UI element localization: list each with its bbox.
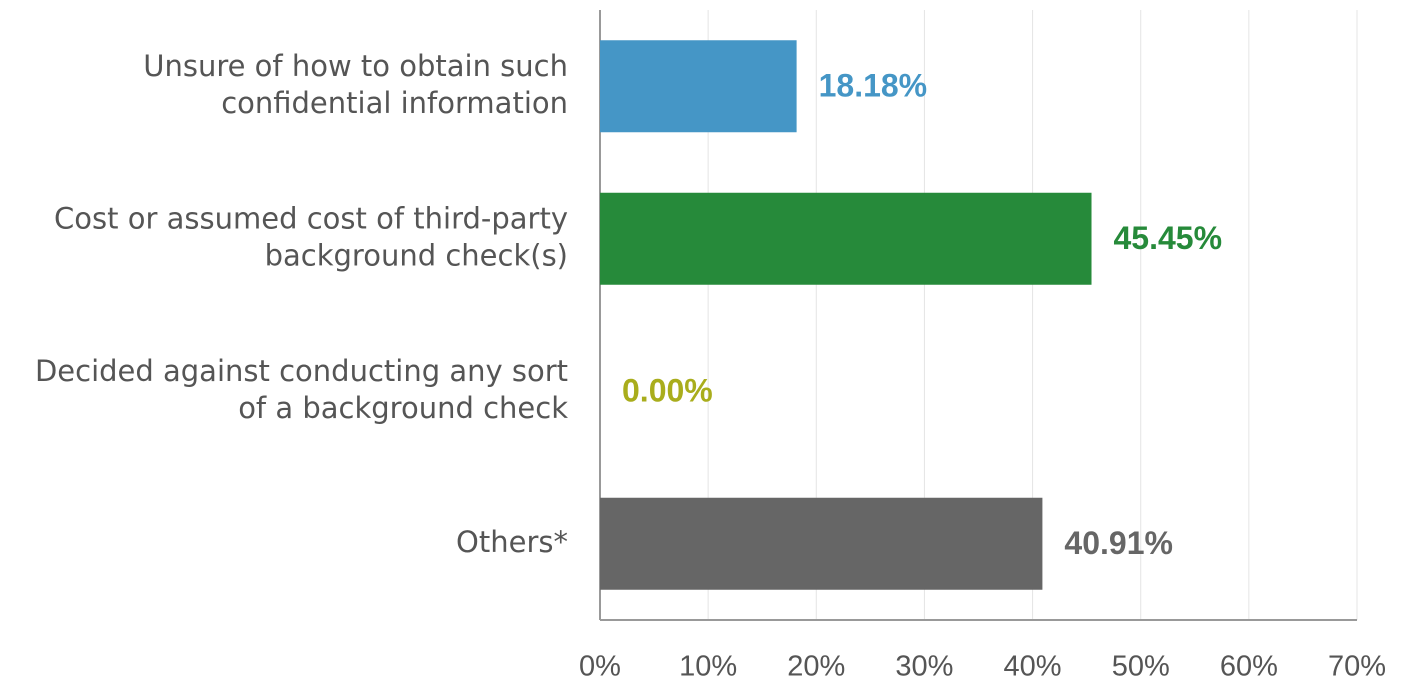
- value-label: 45.45%: [1114, 220, 1223, 256]
- y-tick-label: Others*: [456, 525, 568, 559]
- y-tick-label: Cost or assumed cost of third-party backg…: [54, 201, 568, 272]
- value-label: 40.91%: [1064, 525, 1173, 561]
- bar: [600, 40, 797, 133]
- y-tick-label: Unsure of how to obtain such confidential…: [143, 49, 568, 120]
- x-tick-label: 0%: [579, 651, 621, 683]
- y-tick-label: Decided against conducting any sort of a …: [35, 354, 568, 425]
- value-label: 0.00%: [622, 373, 713, 409]
- x-tick-label: 50%: [1112, 651, 1170, 683]
- x-tick-label: 70%: [1328, 651, 1386, 683]
- x-tick-label: 40%: [1004, 651, 1062, 683]
- value-label: 18.18%: [819, 68, 928, 104]
- bar: [600, 192, 1092, 285]
- x-tick-label: 10%: [679, 651, 737, 683]
- x-tick-label: 60%: [1220, 651, 1278, 683]
- x-tick-label: 30%: [895, 651, 953, 683]
- x-tick-label: 20%: [787, 651, 845, 683]
- bar: [600, 497, 1043, 590]
